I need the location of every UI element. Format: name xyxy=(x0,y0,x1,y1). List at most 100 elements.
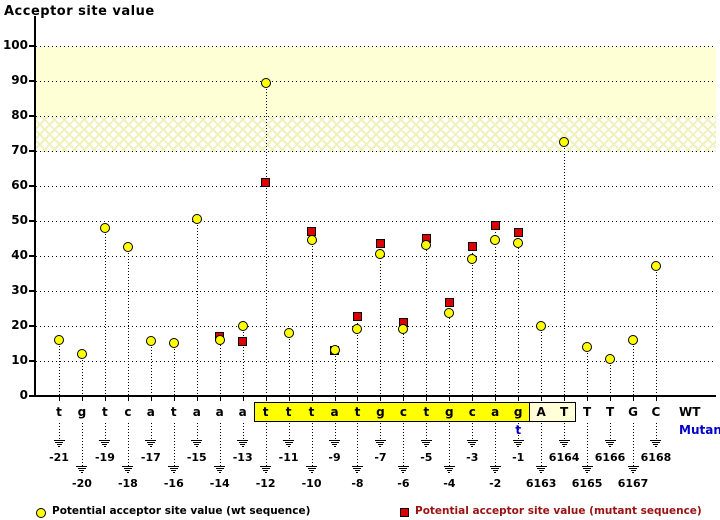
ground-symbol xyxy=(238,442,247,443)
point-stem xyxy=(610,358,612,395)
ground-symbol xyxy=(632,472,634,473)
x-tick-mark xyxy=(541,397,543,401)
ground-symbol xyxy=(512,440,524,441)
point-stem xyxy=(633,339,634,395)
mutant-point xyxy=(467,242,477,252)
ground-symbol xyxy=(125,470,131,471)
y-axis-line xyxy=(34,16,36,397)
y-tick-mark xyxy=(29,45,35,47)
y-tick-label: 100 xyxy=(2,38,28,52)
ground-symbol xyxy=(448,472,451,473)
grid-line xyxy=(36,360,716,362)
ground-symbol xyxy=(333,446,336,447)
position-label: -14 xyxy=(209,477,230,490)
ground-symbol xyxy=(126,472,129,473)
x-tick-mark xyxy=(587,397,589,401)
wt-point xyxy=(650,261,661,272)
ground-symbol xyxy=(261,468,270,469)
seq-letter: T xyxy=(582,405,592,419)
ground-symbol xyxy=(58,446,60,447)
seq-letter: t xyxy=(262,405,269,419)
mutant-base-letter: t xyxy=(515,423,522,437)
position-label: -7 xyxy=(374,451,387,464)
ground-symbol xyxy=(214,466,226,467)
position-stem xyxy=(311,423,313,466)
ground-symbol xyxy=(561,444,567,445)
x-tick-mark xyxy=(150,397,152,401)
x-tick-mark xyxy=(495,397,497,401)
ground-symbol xyxy=(80,472,83,473)
ground-symbol xyxy=(191,440,203,441)
legend-wt-circle-icon xyxy=(36,508,46,518)
grid-line xyxy=(36,290,716,292)
ground-symbol xyxy=(538,470,544,471)
ground-symbol xyxy=(537,468,546,469)
ground-symbol xyxy=(423,444,429,445)
ground-symbol xyxy=(330,442,339,443)
point-stem xyxy=(242,325,244,395)
position-stem xyxy=(334,423,336,440)
x-tick-mark xyxy=(242,397,244,401)
legend-mutant-label: Potential acceptor site value (mutant se… xyxy=(415,505,702,517)
ground-symbol xyxy=(443,466,455,467)
wt-point xyxy=(260,77,271,88)
ground-symbol xyxy=(514,442,523,443)
ground-symbol xyxy=(307,468,316,469)
point-stem xyxy=(288,332,290,395)
point-stem xyxy=(265,82,267,395)
point-stem xyxy=(81,353,83,395)
seq-letter: t xyxy=(170,405,177,419)
wt-point xyxy=(467,254,478,265)
grid-line xyxy=(36,115,716,117)
y-tick-mark xyxy=(29,324,35,327)
wt-point xyxy=(122,241,133,252)
ground-symbol xyxy=(309,470,315,471)
ground-symbol xyxy=(99,440,111,441)
position-stem xyxy=(403,423,405,466)
threshold-band-solid xyxy=(36,47,716,117)
chart-title: Acceptor site value xyxy=(4,4,155,19)
x-tick-mark xyxy=(426,397,428,401)
wt-point xyxy=(145,336,156,347)
position-stem xyxy=(495,423,497,466)
wt-point xyxy=(352,324,363,335)
position-stem xyxy=(357,423,359,466)
point-stem xyxy=(380,243,382,395)
point-stem xyxy=(541,325,543,395)
point-stem xyxy=(196,219,198,395)
position-label: -21 xyxy=(49,451,69,464)
seq-letter: a xyxy=(215,405,224,419)
position-stem xyxy=(633,423,634,466)
ground-symbol xyxy=(377,444,383,445)
wt-point xyxy=(490,234,501,245)
ground-symbol xyxy=(492,470,498,471)
ground-symbol xyxy=(171,470,177,471)
y-tick-mark xyxy=(29,79,35,82)
position-label: -13 xyxy=(232,451,253,464)
seq-letter: g xyxy=(77,405,87,419)
ground-symbol xyxy=(420,440,432,441)
seq-letter: T xyxy=(560,405,569,419)
position-label: 6167 xyxy=(617,477,649,490)
ground-symbol xyxy=(654,446,657,447)
ground-symbol xyxy=(353,468,362,469)
ground-symbol xyxy=(122,466,134,467)
ground-symbol xyxy=(53,440,65,441)
ground-symbol xyxy=(194,444,200,445)
ground-symbol xyxy=(332,444,338,445)
ground-symbol xyxy=(149,446,152,447)
ground-symbol xyxy=(517,446,520,447)
legend-wt-label: Potential acceptor site value (wt sequen… xyxy=(52,505,311,517)
ground-symbol xyxy=(422,442,431,443)
y-tick-mark xyxy=(29,149,35,152)
point-stem xyxy=(495,225,497,395)
point-stem xyxy=(311,231,313,395)
ground-symbol xyxy=(146,442,155,443)
mutant-point xyxy=(444,298,454,308)
x-tick-mark xyxy=(472,397,474,401)
position-stem xyxy=(150,423,152,440)
ground-symbol xyxy=(558,440,570,441)
ground-symbol xyxy=(284,442,293,443)
seq-letter: t xyxy=(285,405,292,419)
